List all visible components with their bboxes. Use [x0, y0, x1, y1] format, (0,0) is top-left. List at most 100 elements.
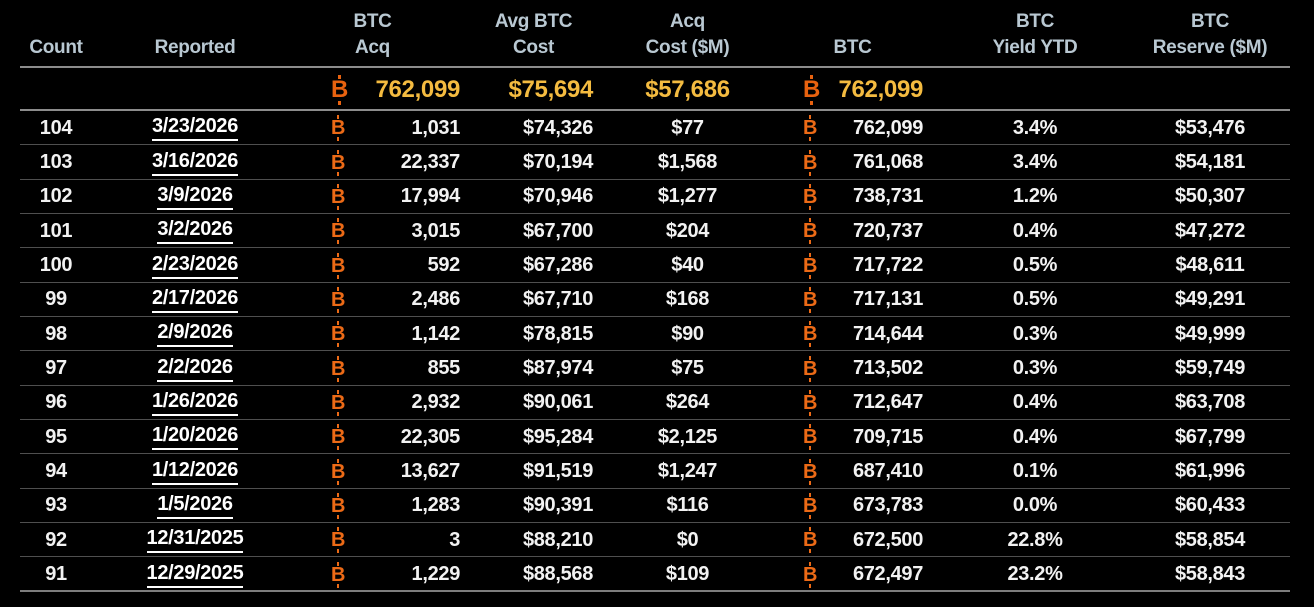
yield-ytd-cell: 3.4% [1012, 116, 1058, 139]
reserve-cell: $54,181 [1174, 151, 1246, 174]
reserve-cell: $49,999 [1174, 322, 1246, 345]
count-cell: 103 [39, 151, 73, 174]
count-cell: 92 [45, 528, 67, 551]
btc-acq-cell: B 1,031 [278, 115, 467, 142]
btc-icon: B [803, 561, 818, 588]
btc-acq-value: 2,486 [411, 288, 461, 311]
table-header-row: Count Reported BTC Acq Avg BTC Cost Acq … [0, 0, 1314, 68]
date-link[interactable]: 3/23/2026 [151, 115, 238, 142]
reported-cell: 3/2/2026 [112, 218, 278, 245]
btc-icon: B [331, 561, 346, 588]
btc-icon: B [331, 458, 346, 485]
avg-btc-cost-cell: $90,391 [522, 494, 593, 517]
column-header-btc-acq: BTC Acq [353, 11, 392, 58]
btc-acq-cell: B 3 [278, 527, 467, 554]
btc-cell: B 720,737 [775, 218, 930, 245]
reported-cell: 2/17/2026 [112, 287, 278, 313]
date-link[interactable]: 3/9/2026 [157, 184, 233, 210]
btc-icon: B [803, 149, 818, 176]
avg-btc-cost-cell: $67,700 [522, 219, 593, 242]
yield-ytd-cell: 22.8% [1007, 528, 1063, 551]
btc-icon: B [331, 252, 346, 279]
date-link[interactable]: 2/17/2026 [151, 287, 238, 313]
date-link[interactable]: 2/23/2026 [151, 253, 238, 279]
btc-icon: B [331, 527, 346, 554]
date-link[interactable]: 12/31/2025 [146, 527, 244, 554]
yield-ytd-cell: 0.0% [1012, 494, 1058, 517]
acq-cost-cell: $264 [665, 391, 710, 414]
btc-acq-value: 3 [449, 528, 460, 551]
date-link[interactable]: 1/12/2026 [151, 459, 238, 485]
btc-value: 720,737 [852, 219, 923, 242]
yield-ytd-cell: 1.2% [1012, 185, 1058, 208]
btc-value: 712,647 [852, 391, 923, 414]
column-header-reported: Reported [154, 37, 236, 58]
date-link[interactable]: 3/16/2026 [151, 150, 238, 176]
btc-acq-cell: B 1,283 [278, 492, 467, 519]
btc-acq-value: 1,031 [411, 116, 461, 139]
date-link[interactable]: 1/20/2026 [151, 424, 238, 451]
btc-value: 672,500 [852, 528, 923, 551]
btc-cell: B 672,497 [775, 561, 930, 588]
reported-cell: 2/9/2026 [112, 321, 278, 348]
totals-acq-cost: $57,686 [645, 75, 730, 103]
btc-acquisitions-table: Count Reported BTC Acq Avg BTC Cost Acq … [0, 0, 1314, 593]
count-cell: 93 [45, 494, 67, 517]
acq-cost-cell: $1,247 [657, 460, 718, 483]
reported-cell: 1/26/2026 [112, 390, 278, 416]
yield-ytd-cell: 23.2% [1007, 563, 1063, 586]
btc-acq-cell: B 592 [278, 252, 467, 279]
date-link[interactable]: 2/9/2026 [157, 321, 233, 348]
date-link[interactable]: 3/2/2026 [157, 218, 233, 245]
btc-acq-value: 1,142 [411, 322, 461, 345]
avg-btc-cost-cell: $78,815 [522, 322, 593, 345]
avg-btc-cost-cell: $67,710 [522, 288, 593, 311]
reserve-cell: $53,476 [1174, 116, 1246, 139]
reserve-cell: $60,433 [1174, 494, 1246, 517]
btc-icon: B [803, 389, 818, 416]
btc-icon: B [331, 218, 346, 245]
btc-value: 738,731 [852, 185, 923, 208]
table-row: 100 2/23/2026 B 592 $67,286 $40 B 717,72… [0, 248, 1314, 284]
btc-value: 717,722 [852, 254, 923, 277]
btc-value: 762,099 [852, 116, 923, 139]
btc-icon: B [331, 115, 346, 142]
btc-icon: B [331, 321, 346, 348]
reported-cell: 1/5/2026 [112, 493, 278, 519]
date-link[interactable]: 2/2/2026 [157, 356, 233, 382]
btc-icon: B [803, 74, 821, 105]
btc-acq-value: 2,932 [411, 391, 461, 414]
btc-icon: B [803, 492, 818, 519]
table-row: 92 12/31/2025 B 3 $88,210 $0 B 672,500 2… [0, 523, 1314, 558]
count-cell: 101 [39, 219, 73, 242]
date-link[interactable]: 1/26/2026 [151, 390, 238, 416]
acq-cost-cell: $109 [665, 563, 710, 586]
btc-acq-value: 22,337 [400, 151, 461, 174]
acq-cost-cell: $116 [666, 494, 709, 517]
count-cell: 99 [45, 288, 67, 311]
avg-btc-cost-cell: $70,194 [522, 151, 593, 174]
btc-value: 673,783 [852, 494, 923, 517]
avg-btc-cost-cell: $88,568 [522, 563, 593, 586]
date-link[interactable]: 12/29/2025 [146, 562, 244, 588]
btc-acq-value: 17,994 [400, 185, 461, 208]
acq-cost-cell: $40 [671, 254, 704, 277]
avg-btc-cost-cell: $90,061 [522, 391, 593, 414]
btc-value: 709,715 [852, 425, 923, 448]
btc-icon: B [331, 492, 346, 519]
yield-ytd-cell: 0.5% [1012, 254, 1058, 277]
totals-btc-acq: B 762,099 [278, 74, 467, 105]
yield-ytd-cell: 0.5% [1012, 288, 1058, 311]
btc-acq-cell: B 2,486 [278, 286, 467, 313]
acq-cost-cell: $77 [671, 116, 704, 139]
btc-icon: B [331, 389, 346, 416]
table-row: 96 1/26/2026 B 2,932 $90,061 $264 B 712,… [0, 386, 1314, 421]
count-cell: 104 [39, 116, 73, 139]
btc-acq-cell: B 22,305 [278, 424, 467, 451]
avg-btc-cost-cell: $74,326 [522, 116, 593, 139]
date-link[interactable]: 1/5/2026 [157, 493, 233, 519]
avg-btc-cost-cell: $87,974 [522, 357, 593, 380]
reserve-cell: $58,843 [1174, 563, 1246, 586]
btc-acq-cell: B 1,229 [278, 561, 467, 588]
btc-icon: B [331, 286, 346, 313]
